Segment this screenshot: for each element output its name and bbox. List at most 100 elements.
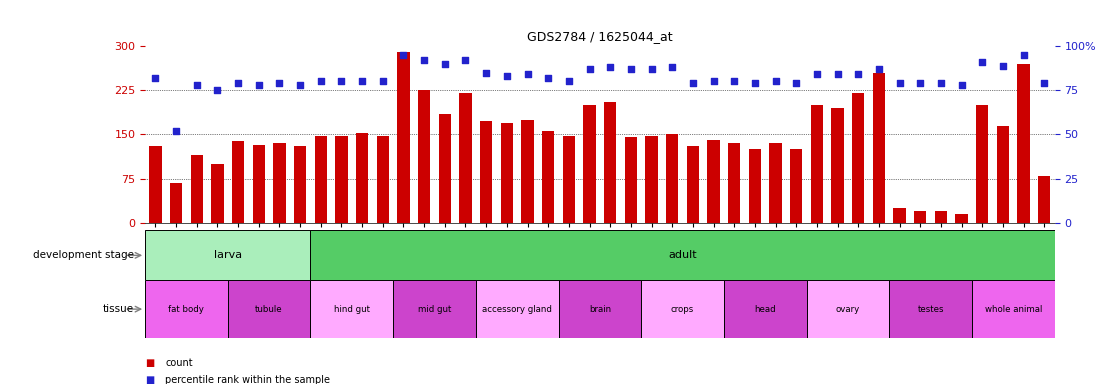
Point	[167, 128, 185, 134]
Text: fat body: fat body	[169, 305, 204, 314]
Text: head: head	[754, 305, 776, 314]
Text: hind gut: hind gut	[334, 305, 369, 314]
Bar	[807, 280, 889, 338]
Point	[622, 66, 639, 72]
Point	[146, 75, 164, 81]
Title: GDS2784 / 1625044_at: GDS2784 / 1625044_at	[527, 30, 673, 43]
Bar	[393, 280, 475, 338]
Point	[209, 87, 227, 93]
Point	[994, 63, 1012, 69]
Text: percentile rank within the sample: percentile rank within the sample	[165, 375, 330, 384]
Text: ovary: ovary	[836, 305, 860, 314]
Point	[456, 57, 474, 63]
Point	[333, 78, 350, 84]
Point	[229, 80, 247, 86]
Bar	[315, 136, 327, 223]
Text: ■: ■	[145, 375, 154, 384]
Point	[374, 78, 392, 84]
Point	[395, 52, 413, 58]
Text: ■: ■	[145, 358, 154, 368]
Point	[560, 78, 578, 84]
Text: count: count	[165, 358, 193, 368]
Bar	[417, 90, 431, 223]
Text: brain: brain	[589, 305, 610, 314]
Bar	[376, 136, 389, 223]
Text: accessory gland: accessory gland	[482, 305, 552, 314]
Bar	[252, 145, 264, 223]
Point	[415, 57, 433, 63]
Bar	[584, 105, 596, 223]
Point	[643, 66, 661, 72]
Text: tubule: tubule	[256, 305, 283, 314]
Bar	[397, 52, 410, 223]
Bar	[749, 149, 761, 223]
Bar	[831, 108, 844, 223]
Bar	[873, 73, 885, 223]
Point	[539, 75, 557, 81]
Point	[767, 78, 785, 84]
Text: larva: larva	[213, 250, 242, 260]
Bar	[914, 211, 926, 223]
Point	[250, 82, 268, 88]
Bar	[894, 208, 906, 223]
Bar	[935, 211, 947, 223]
Text: development stage: development stage	[32, 250, 134, 260]
Bar	[145, 230, 310, 280]
Point	[663, 64, 681, 70]
Point	[187, 82, 205, 88]
Text: whole animal: whole animal	[984, 305, 1042, 314]
Point	[580, 66, 598, 72]
Point	[291, 82, 309, 88]
Bar	[645, 136, 657, 223]
Point	[704, 78, 722, 84]
Bar	[170, 183, 182, 223]
Bar	[976, 105, 989, 223]
Bar	[1018, 64, 1030, 223]
Bar	[501, 122, 513, 223]
Point	[602, 64, 619, 70]
Point	[519, 71, 537, 78]
Bar	[790, 149, 802, 223]
Bar	[145, 280, 228, 338]
Bar	[728, 143, 740, 223]
Point	[973, 59, 991, 65]
Bar	[686, 146, 699, 223]
Point	[787, 80, 805, 86]
Point	[270, 80, 288, 86]
Bar	[439, 114, 451, 223]
Point	[932, 80, 950, 86]
Bar	[604, 102, 616, 223]
Point	[808, 71, 826, 78]
Bar	[1038, 175, 1050, 223]
Bar	[356, 133, 368, 223]
Point	[1036, 80, 1054, 86]
Point	[478, 70, 496, 76]
Point	[684, 80, 702, 86]
Bar	[150, 146, 162, 223]
Point	[912, 80, 930, 86]
Point	[849, 71, 867, 78]
Bar	[558, 280, 642, 338]
Text: tissue: tissue	[103, 304, 134, 314]
Bar	[642, 280, 724, 338]
Bar	[475, 280, 558, 338]
Point	[311, 78, 329, 84]
Bar	[521, 120, 533, 223]
Bar	[542, 131, 555, 223]
Point	[1014, 52, 1032, 58]
Bar	[997, 126, 1009, 223]
Bar	[228, 280, 310, 338]
Point	[745, 80, 763, 86]
Bar	[955, 214, 968, 223]
Point	[725, 78, 743, 84]
Bar	[310, 230, 1055, 280]
Text: crops: crops	[671, 305, 694, 314]
Point	[829, 71, 847, 78]
Text: mid gut: mid gut	[417, 305, 451, 314]
Point	[498, 73, 516, 79]
Bar	[852, 93, 865, 223]
Bar	[972, 280, 1055, 338]
Bar	[310, 280, 393, 338]
Point	[436, 61, 454, 67]
Point	[891, 80, 908, 86]
